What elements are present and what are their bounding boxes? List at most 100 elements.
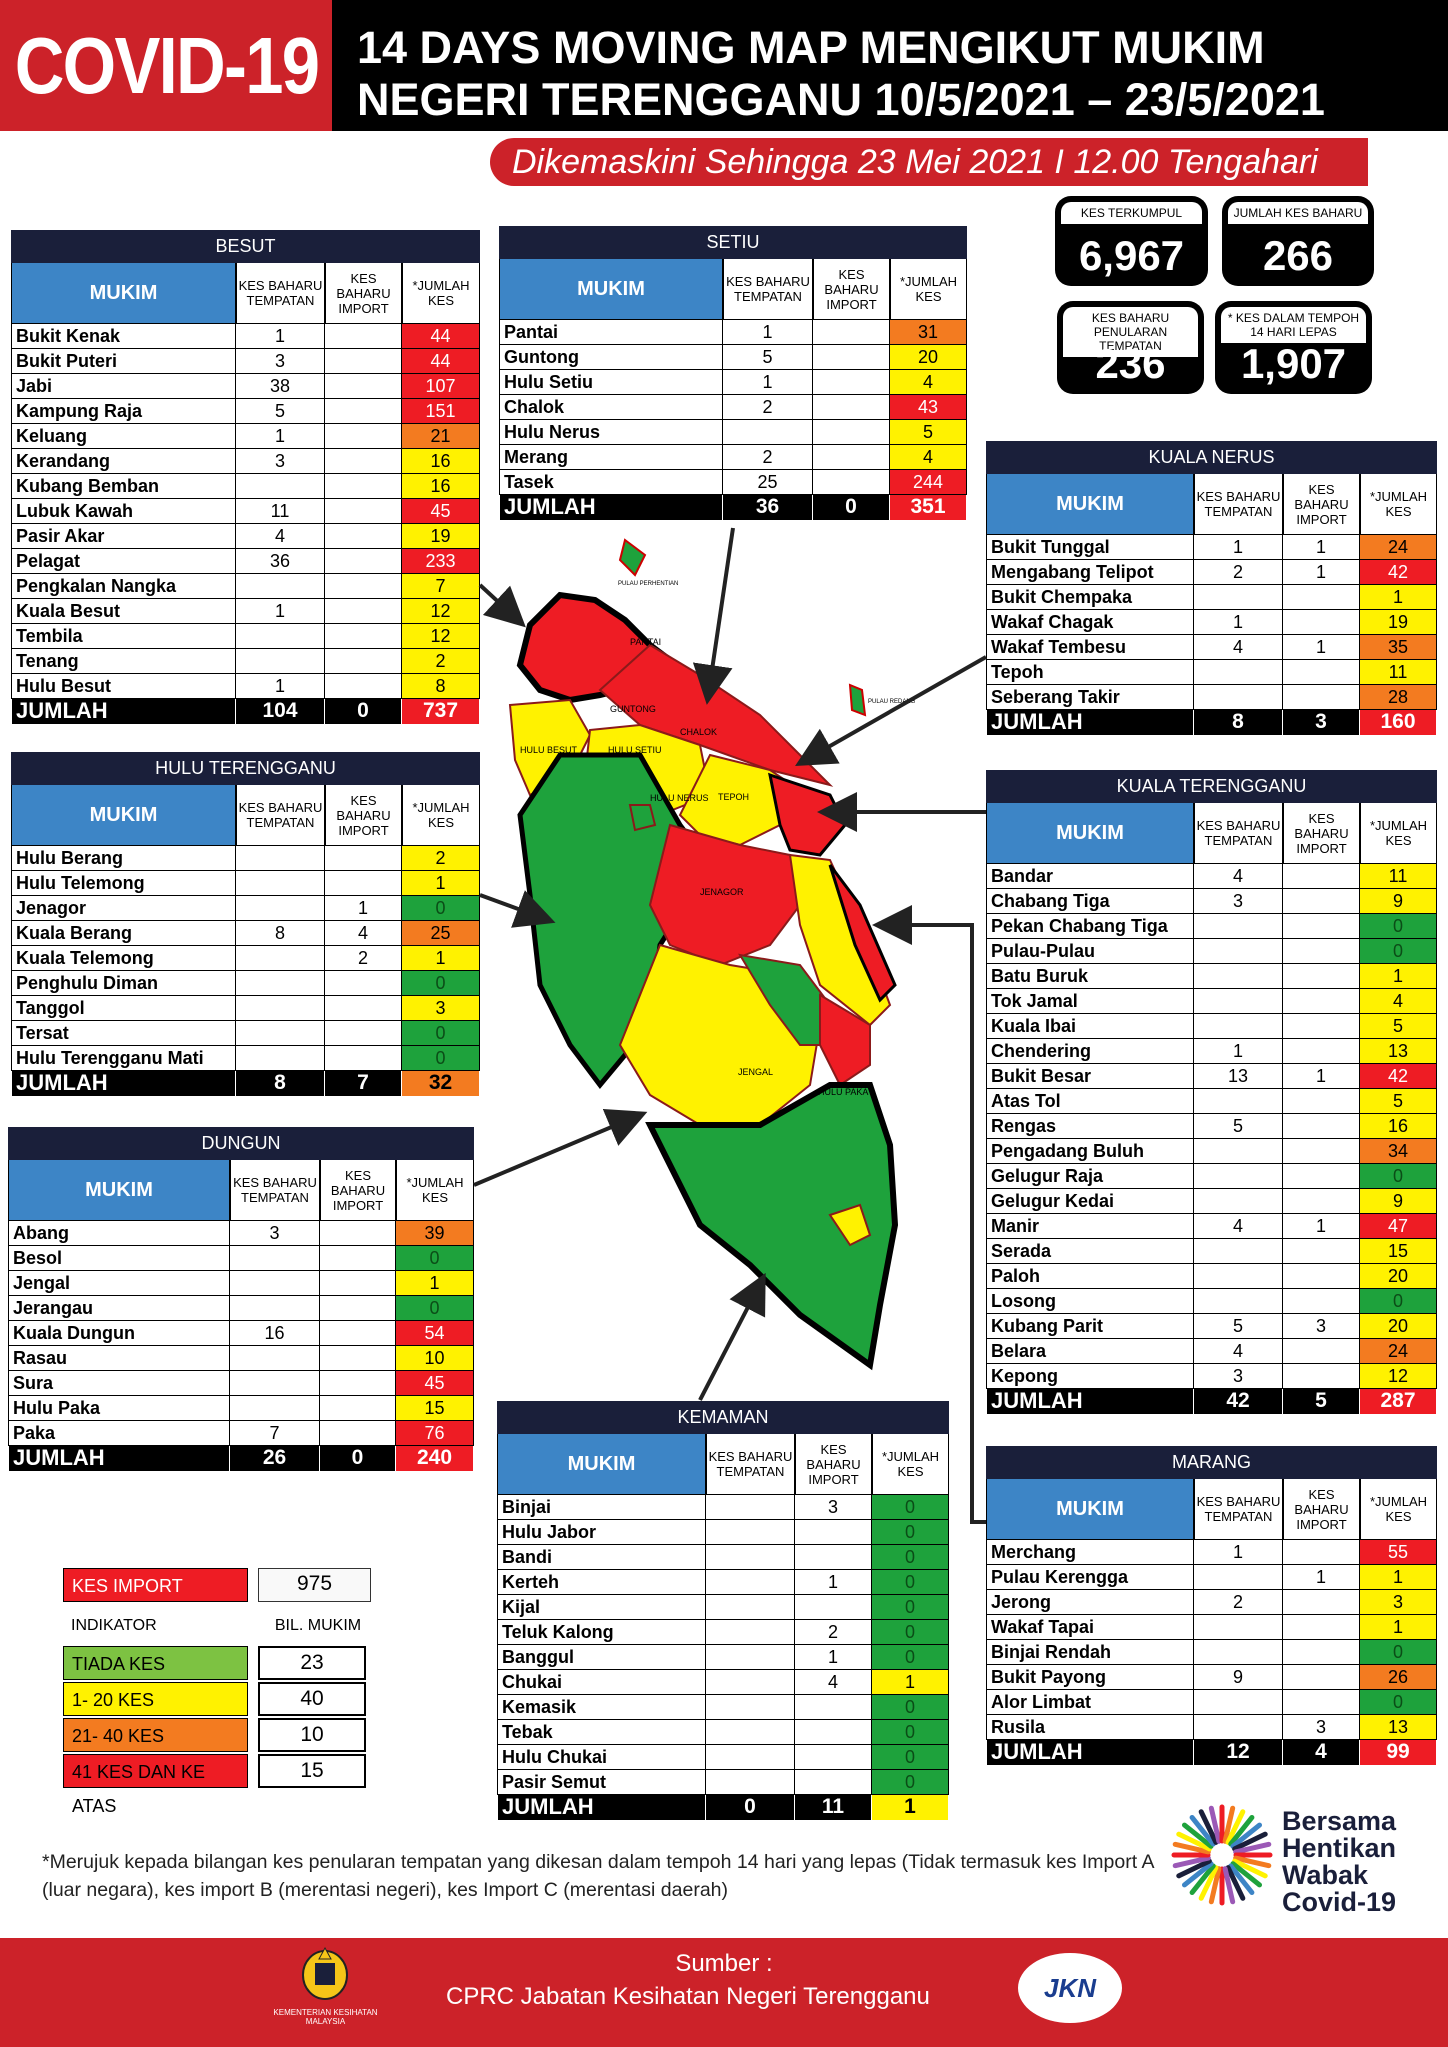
- tempatan-value: [706, 1645, 795, 1670]
- table-row: Kerandang 3 16: [11, 449, 480, 474]
- import-value: [1283, 889, 1360, 914]
- mukim-name: Wakaf Chagak: [986, 610, 1194, 635]
- stat-kes-terkumpul: KES TERKUMPUL 6,967: [1055, 196, 1208, 286]
- total-tempatan: 0: [706, 1795, 795, 1821]
- mukim-name: Jabi: [11, 374, 236, 399]
- starburst-ray: [1198, 1809, 1219, 1845]
- import-value: [795, 1720, 872, 1745]
- pulau-perhentian-island: [618, 538, 647, 577]
- import-value: [813, 420, 890, 445]
- arrow-kuala-nerus: [795, 655, 987, 766]
- table-row: Pengkalan Nangka 7: [11, 574, 480, 599]
- total-import: 0: [320, 1446, 396, 1472]
- jumlah-value: 54: [396, 1321, 474, 1346]
- col-tempatan: KES BAHARU TEMPATAN: [230, 1160, 320, 1221]
- table-hulu-terengganu: HULU TERENGGANU MUKIM KES BAHARU TEMPATAN K…: [11, 752, 480, 1097]
- jumlah-value: 39: [396, 1221, 474, 1246]
- col-jumlah: *JUMLAH KES: [402, 263, 480, 324]
- jumlah-value: 151: [402, 399, 480, 424]
- tempatan-value: [1194, 1189, 1283, 1214]
- title-line-2: NEGERI TERENGGANU 10/5/2021 – 23/5/2021: [357, 74, 1325, 125]
- jumlah-value: 9: [1360, 1189, 1437, 1214]
- import-value: [320, 1221, 396, 1246]
- starburst-ray: [1181, 1861, 1214, 1888]
- total-label: JUMLAH: [986, 1389, 1194, 1415]
- import-value: [325, 374, 402, 399]
- map-label-jenagor: JENAGOR: [700, 887, 744, 897]
- ministry-label: KEMENTERIAN KESIHATAN MALAYSIA: [273, 2008, 378, 2026]
- tempatan-value: 2: [1194, 1590, 1283, 1615]
- map-label-pantai: PANTAI: [630, 637, 661, 647]
- map-label-pulau-redang: PULAU REDANG: [868, 699, 916, 705]
- tempatan-value: [1194, 1289, 1283, 1314]
- jumlah-value: 5: [1360, 1089, 1437, 1114]
- tempatan-value: [1194, 1164, 1283, 1189]
- jumlah-value: 1: [396, 1271, 474, 1296]
- starburst-ray: [1181, 1822, 1214, 1849]
- table-row: Chabang Tiga 3 9: [986, 889, 1437, 914]
- table-row: Hulu Berang 2: [11, 846, 480, 871]
- starburst-ray: [1176, 1831, 1212, 1852]
- table-title: KUALA NERUS: [986, 441, 1437, 474]
- tempatan-value: [1194, 585, 1283, 610]
- tempatan-value: [1194, 1615, 1283, 1640]
- mukim-name: Kampung Raja: [11, 399, 236, 424]
- mukim-name: Tenang: [11, 649, 236, 674]
- mukim-name: Hulu Telemong: [11, 871, 236, 896]
- tempatan-value: 2: [1194, 560, 1283, 585]
- table-title: KUALA TERENGGANU: [986, 770, 1437, 803]
- tempatan-value: 4: [1194, 1214, 1283, 1239]
- arrow-marang: [872, 905, 986, 1524]
- dungun-coast-region: [819, 993, 871, 1087]
- starburst-ray: [1208, 1805, 1222, 1844]
- mukim-name: Manir: [986, 1214, 1194, 1239]
- mukim-name: Paloh: [986, 1264, 1194, 1289]
- import-value: 4: [325, 921, 402, 946]
- legend-row: 41 KES DAN KE ATAS 15: [63, 1753, 378, 1816]
- col-import: KES BAHARU IMPORT: [813, 259, 890, 320]
- jumlah-value: 44: [402, 349, 480, 374]
- stat-value: 6,967: [1078, 232, 1185, 279]
- jumlah-value: 31: [890, 320, 967, 345]
- jumlah-value: 16: [1360, 1114, 1437, 1139]
- import-value: [1283, 1289, 1360, 1314]
- table-title: MARANG: [986, 1446, 1437, 1479]
- import-value: [325, 649, 402, 674]
- mukim-name: Pantai: [499, 320, 723, 345]
- tempatan-value: 1: [236, 424, 325, 449]
- table-row: Besol 0: [8, 1246, 474, 1271]
- jumlah-value: 0: [1360, 1640, 1437, 1665]
- import-value: [1283, 1014, 1360, 1039]
- mukim-name: Pekan Chabang Tiga: [986, 914, 1194, 939]
- jumlah-value: 12: [402, 599, 480, 624]
- import-value: 1: [1283, 1064, 1360, 1089]
- import-value: [325, 1021, 402, 1046]
- jumlah-value: 0: [396, 1296, 474, 1321]
- mukim-name: Chendering: [986, 1039, 1194, 1064]
- tempatan-value: [1194, 1089, 1283, 1114]
- mukim-name: Merchang: [986, 1540, 1194, 1565]
- mukim-name: Kerteh: [497, 1570, 706, 1595]
- stat-penularan-tempatan: KES BAHARU PENULARAN TEMPATAN 236: [1057, 301, 1204, 394]
- covid-badge: COVID-19: [0, 0, 332, 131]
- import-value: [325, 349, 402, 374]
- total-label: JUMLAH: [986, 710, 1194, 736]
- import-value: [1283, 1239, 1360, 1264]
- import-value: 3: [1283, 1314, 1360, 1339]
- mukim-name: Rusila: [986, 1715, 1194, 1740]
- tempatan-value: 4: [1194, 864, 1283, 889]
- table-row: Kampung Raja 5 151: [11, 399, 480, 424]
- mukim-name: Bukit Tunggal: [986, 535, 1194, 560]
- mukim-name: Guntong: [499, 345, 723, 370]
- jumlah-value: 0: [402, 971, 480, 996]
- campaign-text: Bersama Hentikan Wabak Covid-19: [1282, 1808, 1396, 1916]
- starburst-ray: [1172, 1855, 1211, 1869]
- mukim-name: Binjai: [497, 1495, 706, 1520]
- table-title: SETIU: [499, 226, 967, 259]
- map-region-group: [508, 538, 899, 1371]
- mukim-name: Pasir Akar: [11, 524, 236, 549]
- table-setiu: SETIU MUKIM KES BAHARU TEMPATAN KES BAHARU …: [499, 226, 967, 521]
- stat-value: 266: [1262, 232, 1334, 279]
- import-value: [1283, 1264, 1360, 1289]
- col-import: KES BAHARU IMPORT: [1283, 803, 1360, 864]
